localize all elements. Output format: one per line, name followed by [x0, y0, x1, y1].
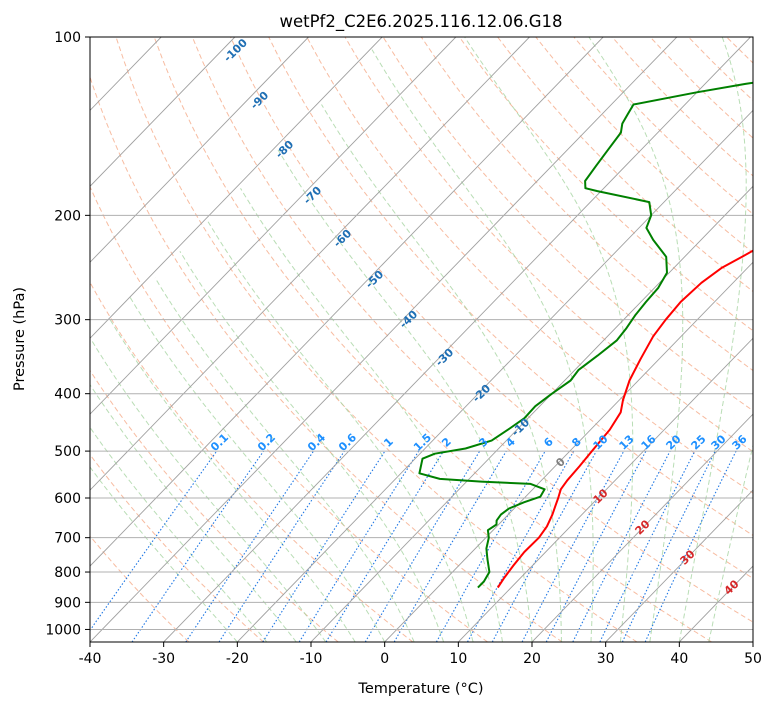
isotherm: [90, 37, 383, 339]
dry-adiabat: [344, 37, 753, 453]
mixing-ratio-line: [644, 450, 737, 642]
isotherm: [458, 337, 753, 642]
dry-adiabat: [90, 185, 488, 642]
y-tick-label: 800: [54, 565, 81, 581]
y-tick-label: 1000: [45, 622, 81, 638]
moist-adiabat: [678, 37, 747, 642]
x-tick-label: -30: [152, 651, 175, 667]
moist-adiabat: [588, 37, 684, 642]
y-axis-ticks: 100 200 300 400 500 600 700 800 900 1000: [45, 30, 90, 638]
mixing-ratio-line: [572, 450, 671, 642]
moist-adiabat: [90, 426, 268, 642]
x-tick-label: 50: [744, 651, 762, 667]
mixing-ratio-line: [90, 450, 218, 632]
moist-adiabat: [277, 149, 533, 642]
x-axis-ticks: -40 -30 -20 -10 0 10 20 30 40 50: [79, 642, 762, 667]
x-tick-label: 40: [670, 651, 688, 667]
isotherm: [310, 185, 753, 642]
x-tick-label: -20: [226, 651, 249, 667]
mixing-ratio-line: [298, 450, 420, 642]
chart-title: wetPf2_C2E6.2025.116.12.06.G18: [279, 12, 562, 32]
isotherm: [90, 37, 530, 491]
isotherm: [90, 37, 236, 187]
y-tick-label: 700: [54, 531, 81, 547]
isotherm: [90, 37, 678, 642]
y-tick-label: 300: [54, 313, 81, 329]
moist-adiabat: [109, 319, 356, 642]
dry-adiabat: [230, 37, 753, 579]
x-axis-label: Temperature (°C): [357, 681, 483, 697]
dry-adiabat: [153, 37, 712, 642]
x-tick-label: -10: [300, 651, 323, 667]
y-axis-label: Pressure (hPa): [12, 287, 28, 391]
dry-adiabat: [420, 37, 753, 372]
mixing-ratio-line: [364, 450, 481, 642]
mixing-ratio-line: [262, 450, 386, 642]
plot-frame: [89, 36, 754, 643]
y-tick-label: 100: [54, 30, 81, 46]
moist-adiabat: [371, 49, 594, 642]
x-tick-label: -40: [79, 651, 102, 667]
pressure-gridlines: [90, 36, 753, 630]
background-lines: [90, 37, 775, 642]
isotherm: [90, 37, 604, 567]
isotherm: [163, 37, 751, 642]
x-tick-label: 0: [380, 651, 389, 667]
moist-adiabat: [154, 277, 415, 642]
mixing-ratio-line: [467, 450, 575, 642]
moist-adiabat: [240, 187, 503, 642]
dry-adiabat: [90, 281, 414, 642]
plot-background: [90, 37, 753, 642]
isotherm: [90, 37, 457, 415]
dewpoint-line: [418, 81, 753, 589]
x-tick-label: 10: [449, 651, 467, 667]
y-tick-label: 900: [54, 595, 81, 611]
mixing-ratio-line: [621, 450, 716, 642]
mixing-ratio-line: [218, 450, 345, 642]
isotherm: [531, 413, 753, 642]
moist-adiabat: [321, 104, 562, 642]
mixing-ratio-line: [185, 450, 314, 642]
dry-adiabat: [191, 37, 753, 623]
isotherm: [237, 109, 753, 642]
temperature-line: [496, 249, 753, 589]
profile-lines: [418, 81, 753, 589]
isotherm: [90, 37, 309, 263]
x-tick-label: 20: [523, 651, 541, 667]
moist-adiabat: [129, 297, 386, 642]
dry-adiabat: [90, 75, 563, 642]
isotherm: [752, 641, 753, 642]
mixing-ratio-line: [599, 450, 696, 642]
moist-adiabat: [91, 340, 327, 642]
dry-adiabat: [497, 37, 753, 293]
mixing-ratio-line: [521, 450, 625, 642]
isotherm: [605, 489, 753, 642]
dry-adiabat: [90, 535, 190, 642]
dry-adiabat: [115, 37, 638, 642]
dry-adiabat: [306, 37, 753, 494]
isotherm: [384, 261, 753, 642]
dry-adiabat: [765, 37, 775, 642]
mixing-ratio-line: [325, 450, 444, 642]
moist-adiabat: [464, 37, 634, 642]
moist-adiabat: [708, 443, 753, 642]
y-tick-label: 400: [54, 387, 81, 403]
mixing-ratio-line: [545, 450, 647, 642]
y-tick-label: 500: [54, 444, 81, 460]
x-tick-label: 30: [597, 651, 615, 667]
y-tick-label: 200: [54, 208, 81, 224]
y-tick-label: 600: [54, 491, 81, 507]
